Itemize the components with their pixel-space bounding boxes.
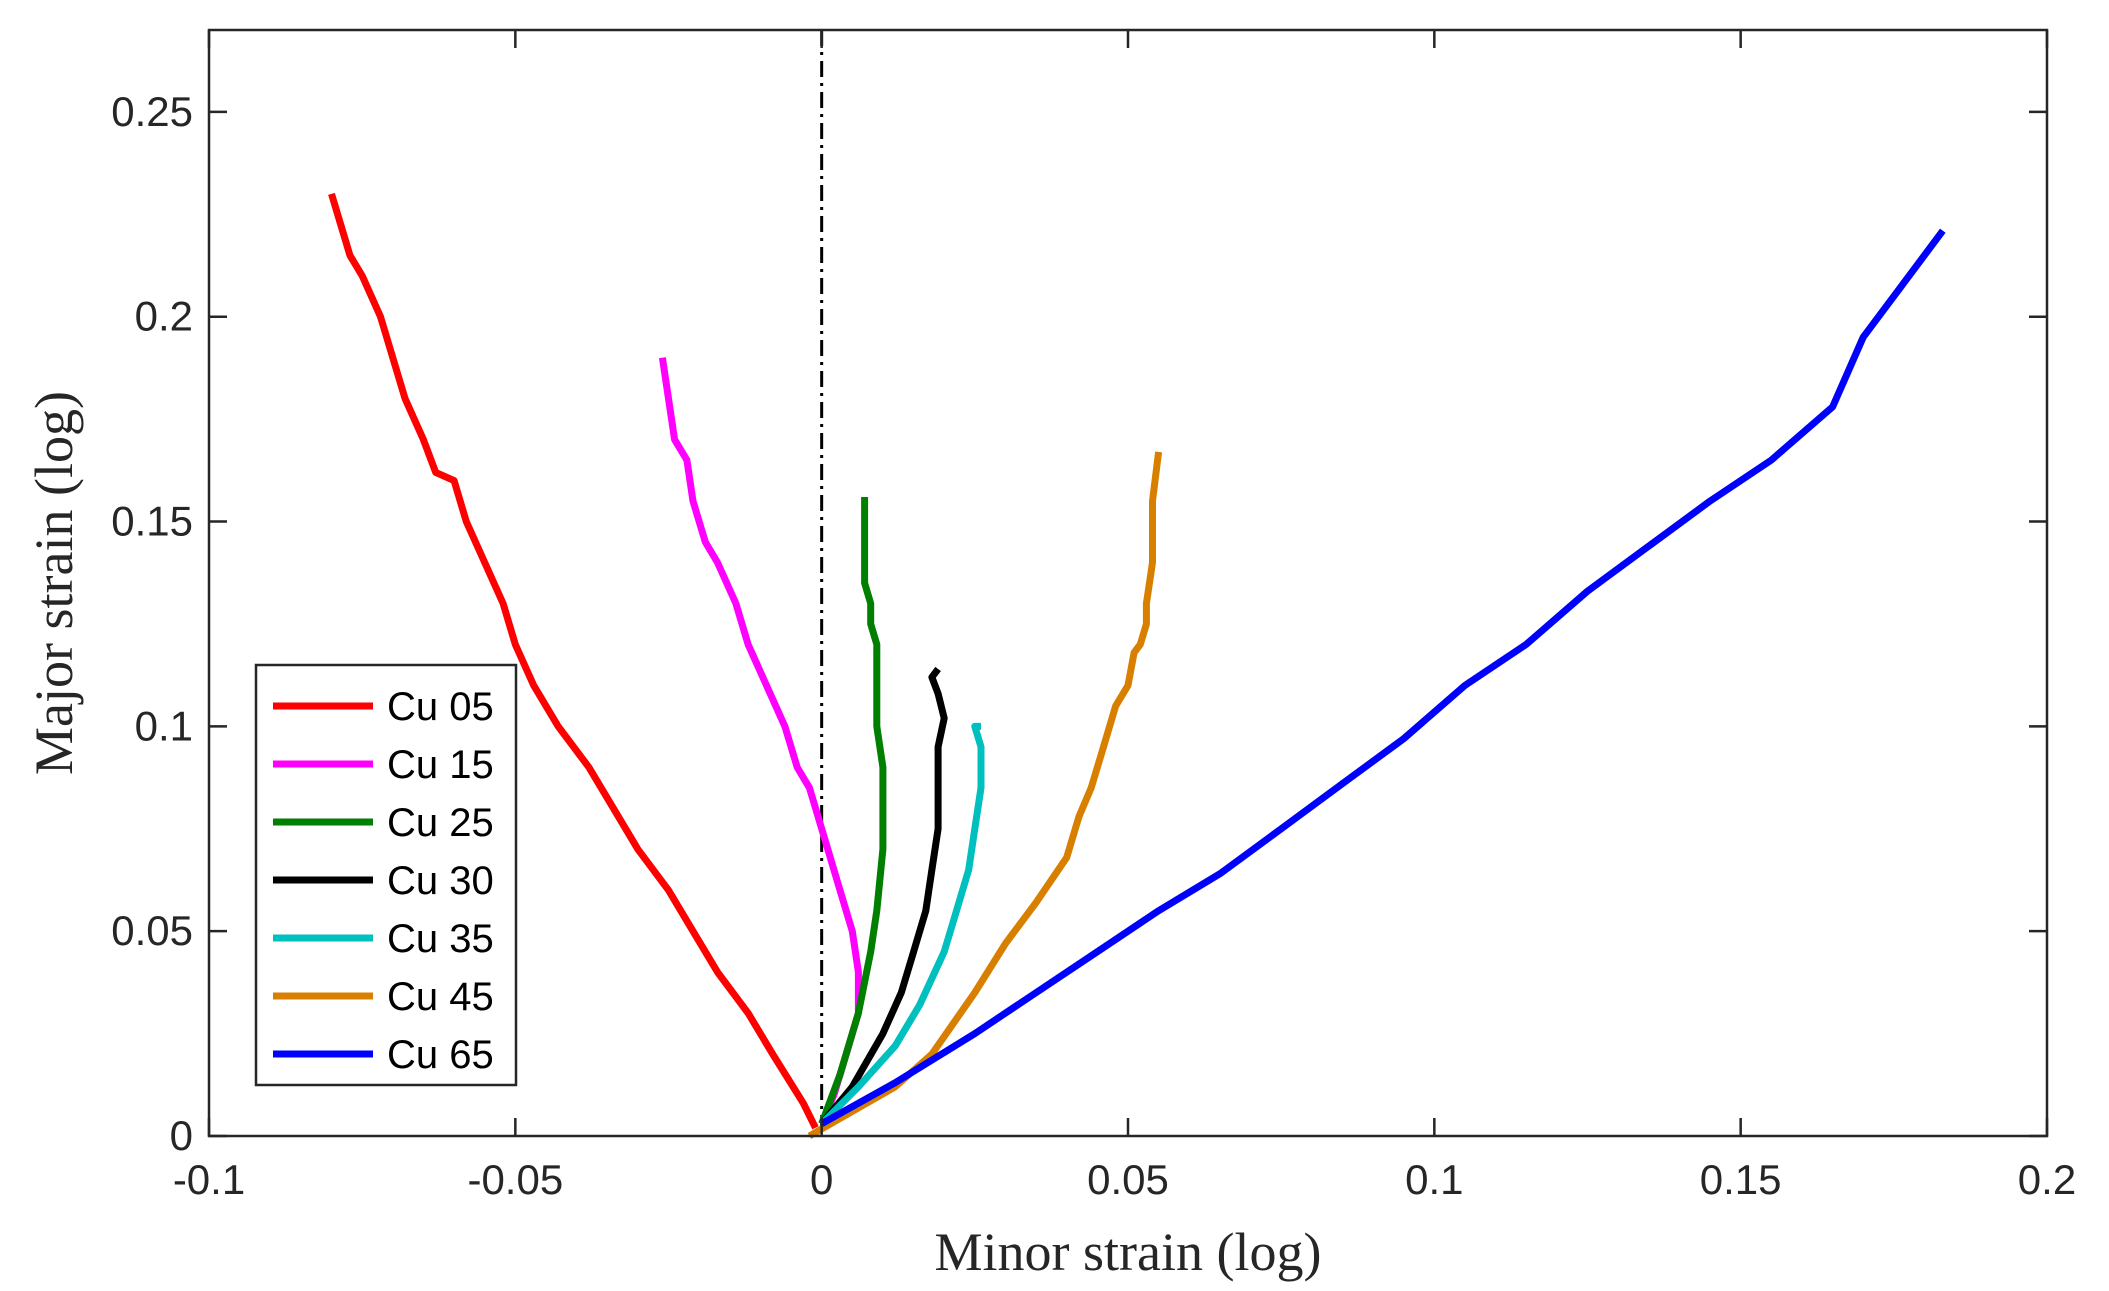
series-line-cu-05 <box>328 192 819 1130</box>
series-line-cu-65 <box>819 228 1946 1127</box>
legend-label: Cu 45 <box>387 975 494 1019</box>
legend-box <box>254 663 518 1087</box>
series-line-cu-35 <box>819 722 985 1127</box>
legend-label: Cu 30 <box>387 859 494 903</box>
x-tick-label: 0 <box>810 1156 833 1203</box>
series-layer <box>328 192 1946 1140</box>
legend-label: Cu 15 <box>387 743 494 787</box>
y-tick-label: 0.25 <box>111 88 193 135</box>
series-line-cu-45 <box>807 451 1163 1140</box>
x-tick-label: -0.05 <box>467 1156 563 1203</box>
y-tick-label: 0.05 <box>111 907 193 954</box>
tick-layer: -0.1 -0.05 0 0.05 0.1 0.15 0.2 0 0.05 0.1 0.15 0.2 0… <box>111 30 2076 1203</box>
x-axis-title: Minor strain (log) <box>935 1222 1322 1282</box>
legend-label: Cu 65 <box>387 1033 494 1077</box>
y-axis-title: Major strain (log) <box>24 391 84 775</box>
legend-label: Cu 05 <box>387 685 494 729</box>
y-tick-label: 0.1 <box>135 702 193 749</box>
y-tick-label: 0.15 <box>111 498 193 545</box>
x-tick-label: 0.05 <box>1087 1156 1169 1203</box>
x-tick-label: -0.1 <box>173 1156 245 1203</box>
x-tick-label: 0.1 <box>1405 1156 1463 1203</box>
legend: Cu 05 Cu 15 Cu 25 Cu 30 Cu 35 Cu 45 Cu 65 <box>254 663 518 1087</box>
y-tick-label: 0 <box>170 1112 193 1159</box>
legend-label: Cu 25 <box>387 801 494 845</box>
legend-label: Cu 35 <box>387 917 494 961</box>
series-line-cu-30 <box>819 666 948 1126</box>
x-tick-label: 0.15 <box>1700 1156 1782 1203</box>
y-tick-label: 0.2 <box>135 293 193 340</box>
x-tick-label: 0.2 <box>2018 1156 2076 1203</box>
series-line-cu-15 <box>658 357 862 1126</box>
series-line-cu-25 <box>818 497 887 1125</box>
